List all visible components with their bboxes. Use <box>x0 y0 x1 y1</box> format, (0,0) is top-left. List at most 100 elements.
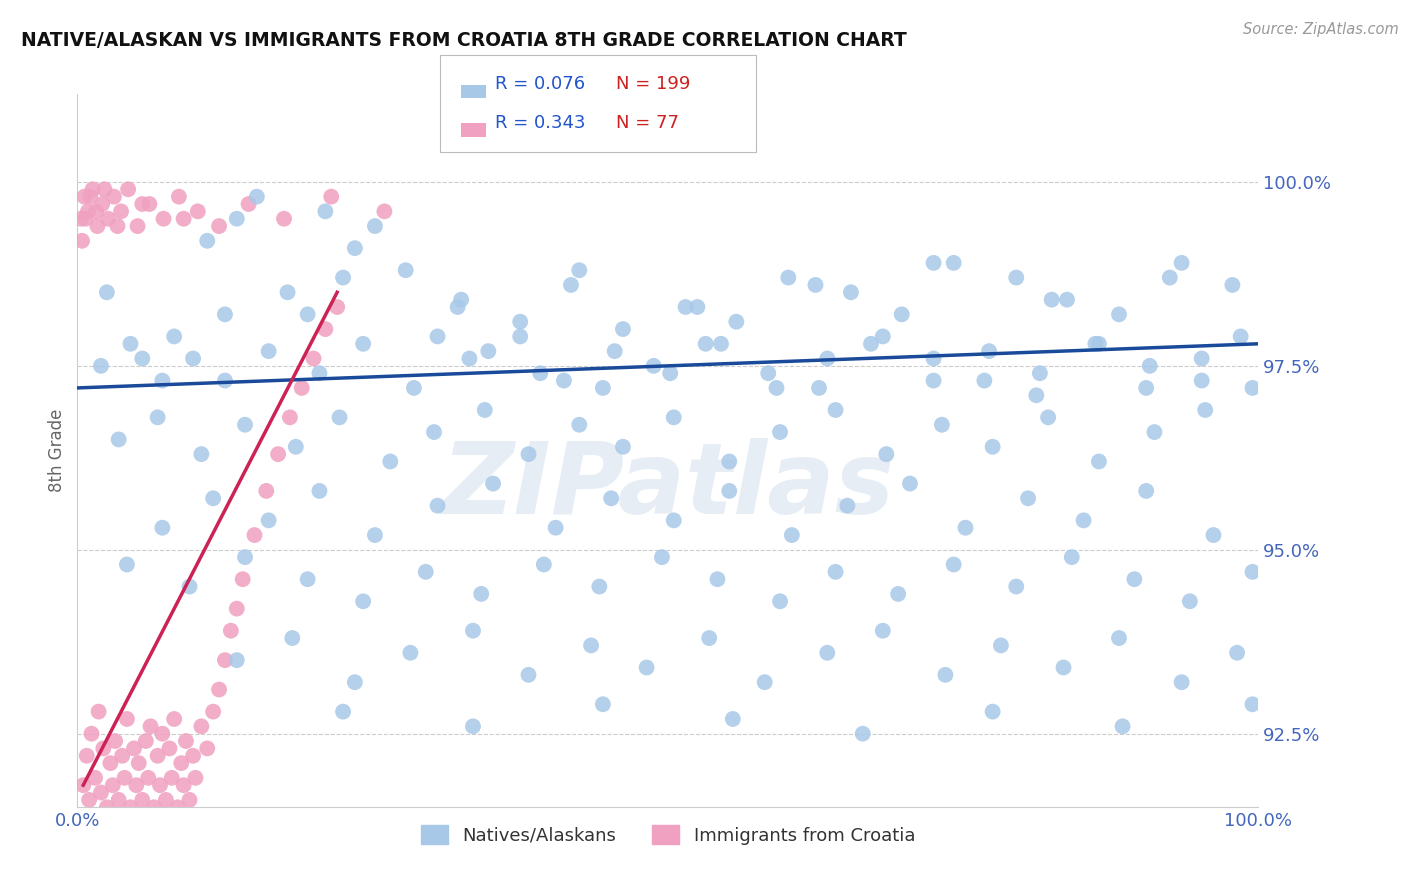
Point <box>100 756 122 771</box>
Point <box>166 800 188 814</box>
Point <box>214 374 236 388</box>
Point <box>302 351 325 366</box>
Point <box>138 197 160 211</box>
Point <box>96 285 118 300</box>
Point <box>643 359 665 373</box>
Point <box>146 748 169 763</box>
Point <box>115 712 138 726</box>
Point <box>120 336 142 351</box>
Point <box>127 219 149 233</box>
Point <box>70 234 93 248</box>
Point <box>131 197 153 211</box>
Point <box>592 698 614 712</box>
Text: N = 77: N = 77 <box>616 113 679 132</box>
Point <box>721 712 744 726</box>
Point <box>659 366 682 380</box>
Point <box>1108 631 1130 645</box>
Point <box>152 211 174 226</box>
Point <box>1241 381 1264 395</box>
Point <box>190 447 212 461</box>
Point <box>84 771 107 785</box>
Point <box>1159 270 1181 285</box>
Point <box>458 351 481 366</box>
Point <box>332 270 354 285</box>
Point <box>273 211 295 226</box>
Text: R = 0.076: R = 0.076 <box>495 75 585 94</box>
Point <box>780 528 803 542</box>
Point <box>710 336 733 351</box>
Point <box>756 366 779 380</box>
Point <box>1111 719 1133 733</box>
Point <box>233 550 256 565</box>
Point <box>225 653 247 667</box>
Point <box>297 307 319 321</box>
Point <box>808 381 831 395</box>
Point <box>725 315 748 329</box>
Point <box>1088 454 1111 468</box>
Point <box>136 771 159 785</box>
Point <box>1108 307 1130 321</box>
Text: ZIPatlas: ZIPatlas <box>441 438 894 534</box>
Point <box>190 719 212 733</box>
Point <box>852 727 875 741</box>
Point <box>77 204 100 219</box>
Point <box>568 417 591 432</box>
Point <box>179 793 201 807</box>
Point <box>70 211 93 226</box>
Point <box>84 204 107 219</box>
Point <box>267 447 290 461</box>
Point <box>80 727 103 741</box>
Point <box>1052 660 1074 674</box>
Point <box>1029 366 1052 380</box>
Point <box>115 558 138 572</box>
Point <box>859 336 882 351</box>
Point <box>890 307 912 321</box>
Point <box>942 558 965 572</box>
Point <box>482 476 505 491</box>
Point <box>568 263 591 277</box>
Point <box>117 182 139 196</box>
Point <box>297 572 319 586</box>
Point <box>1143 425 1166 439</box>
Point <box>981 705 1004 719</box>
Point <box>96 800 118 814</box>
Point <box>125 778 148 792</box>
Point <box>1241 565 1264 579</box>
Point <box>533 558 555 572</box>
Point <box>91 741 114 756</box>
Point <box>887 587 910 601</box>
Legend: Natives/Alaskans, Immigrants from Croatia: Natives/Alaskans, Immigrants from Croati… <box>413 818 922 852</box>
Point <box>184 771 207 785</box>
Point <box>254 483 277 498</box>
Point <box>461 624 484 638</box>
Point <box>202 491 225 506</box>
Point <box>281 631 304 645</box>
Point <box>1229 329 1251 343</box>
Point <box>150 521 173 535</box>
Point <box>155 793 177 807</box>
Point <box>373 204 395 219</box>
Point <box>364 219 387 233</box>
Point <box>150 727 173 741</box>
Point <box>246 189 269 203</box>
Text: R = 0.343: R = 0.343 <box>495 113 585 132</box>
Point <box>82 182 104 196</box>
Point <box>922 351 945 366</box>
Point <box>395 263 418 277</box>
Point <box>662 513 685 527</box>
Point <box>769 594 792 608</box>
Point <box>284 440 307 454</box>
Point <box>778 270 800 285</box>
Point <box>769 425 792 439</box>
Point <box>101 778 124 792</box>
Point <box>170 756 193 771</box>
Point <box>651 550 673 565</box>
Point <box>181 748 204 763</box>
Point <box>695 336 717 351</box>
Point <box>765 381 787 395</box>
Point <box>160 771 183 785</box>
Point <box>474 403 496 417</box>
Point <box>174 734 197 748</box>
Point <box>1060 550 1083 565</box>
Point <box>77 793 100 807</box>
